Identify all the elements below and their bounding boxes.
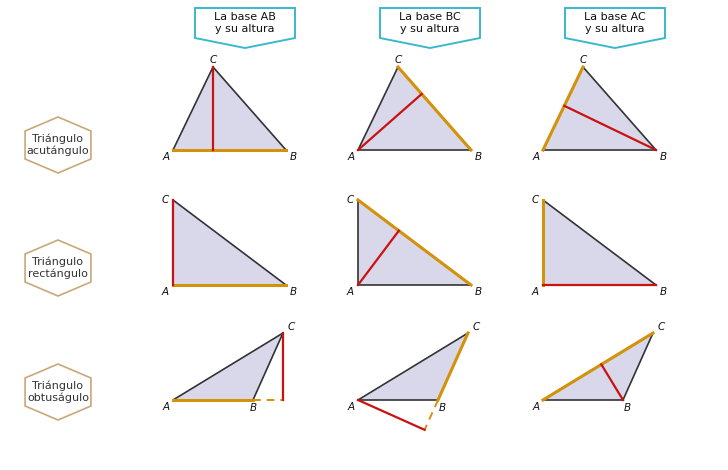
Text: C: C <box>472 322 480 332</box>
Text: A: A <box>162 287 169 297</box>
Polygon shape <box>195 8 295 48</box>
Polygon shape <box>173 333 283 400</box>
Text: La base AB
y su altura: La base AB y su altura <box>214 12 276 34</box>
Polygon shape <box>543 200 656 285</box>
Text: A: A <box>532 402 539 412</box>
Text: B: B <box>250 403 256 413</box>
Polygon shape <box>358 200 471 285</box>
Text: B: B <box>290 152 296 162</box>
Polygon shape <box>173 200 286 285</box>
Text: A: A <box>347 152 355 162</box>
Text: C: C <box>657 322 665 332</box>
Text: C: C <box>579 55 587 65</box>
Text: A: A <box>532 152 539 162</box>
Text: B: B <box>290 287 296 297</box>
Text: A: A <box>347 402 355 412</box>
Polygon shape <box>380 8 480 48</box>
Polygon shape <box>25 117 91 173</box>
Text: C: C <box>531 195 539 205</box>
Polygon shape <box>25 364 91 420</box>
Polygon shape <box>173 67 286 150</box>
Text: C: C <box>162 195 169 205</box>
Text: A: A <box>347 287 354 297</box>
Text: La base BC
y su altura: La base BC y su altura <box>399 12 461 34</box>
Polygon shape <box>543 67 656 150</box>
Text: B: B <box>475 287 481 297</box>
Text: Triángulo
obtuságulo: Triángulo obtuságulo <box>27 381 89 403</box>
Text: Triángulo
rectángulo: Triángulo rectángulo <box>28 257 88 279</box>
Polygon shape <box>25 240 91 296</box>
Text: A: A <box>162 402 170 412</box>
Text: B: B <box>623 403 630 413</box>
Text: B: B <box>660 152 667 162</box>
Polygon shape <box>543 333 653 400</box>
Text: C: C <box>210 55 217 65</box>
Text: B: B <box>438 403 446 413</box>
Text: C: C <box>395 55 402 65</box>
Text: C: C <box>288 322 295 332</box>
Polygon shape <box>565 8 665 48</box>
Text: Triángulo
acutángulo: Triángulo acutángulo <box>27 133 90 157</box>
Text: A: A <box>531 287 539 297</box>
Text: La base AC
y su altura: La base AC y su altura <box>584 12 646 34</box>
Polygon shape <box>358 333 468 400</box>
Text: B: B <box>660 287 667 297</box>
Text: B: B <box>475 152 481 162</box>
Polygon shape <box>358 67 471 150</box>
Text: C: C <box>347 195 354 205</box>
Text: A: A <box>162 152 170 162</box>
